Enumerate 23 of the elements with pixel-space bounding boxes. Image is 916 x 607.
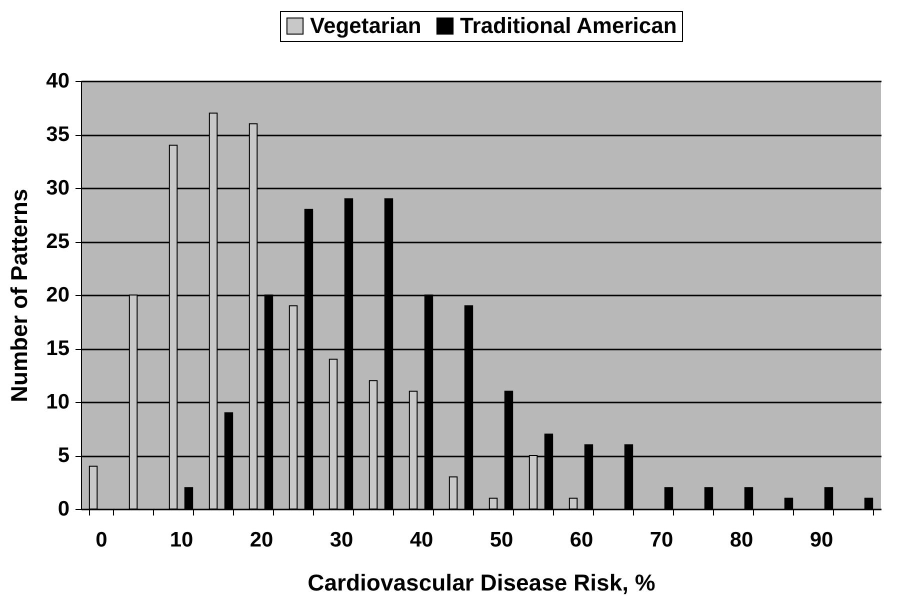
x-tick-label: 60 — [570, 528, 594, 552]
y-tick-label: 5 — [58, 444, 70, 467]
legend-label: Traditional American — [460, 13, 677, 38]
x-tick-label: 80 — [730, 528, 754, 552]
y-tick-label: 10 — [46, 390, 70, 414]
x-tick-label: 20 — [250, 528, 274, 552]
x-tick-label: 90 — [810, 528, 834, 552]
y-tick-label: 0 — [58, 498, 70, 520]
y-tick-label: 30 — [46, 176, 70, 200]
y-tick-label: 25 — [46, 230, 70, 253]
x-axis-title: Cardiovascular Disease Risk, % — [308, 570, 656, 596]
y-tick-label: 35 — [46, 123, 70, 146]
y-axis-title: Number of Patterns — [6, 188, 32, 402]
x-tick-label: 30 — [330, 528, 354, 552]
y-tick-label: 20 — [46, 284, 70, 306]
x-tick-label: 40 — [410, 528, 434, 552]
legend-label: Vegetarian — [310, 13, 422, 38]
x-tick-label: 0 — [96, 528, 108, 552]
y-tick-label: 40 — [46, 70, 70, 92]
x-tick-label: 70 — [650, 528, 674, 552]
x-tick-label: 50 — [490, 528, 514, 552]
x-tick-label: 10 — [170, 528, 194, 552]
y-tick-label: 15 — [46, 337, 70, 360]
